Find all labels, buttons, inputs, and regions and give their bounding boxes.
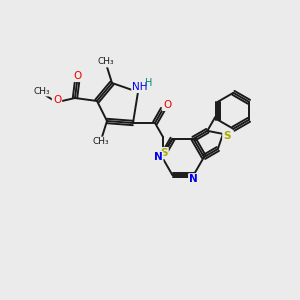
Text: O: O xyxy=(163,100,171,110)
Text: O: O xyxy=(53,95,61,105)
Text: CH₃: CH₃ xyxy=(34,86,50,95)
Text: NH: NH xyxy=(132,82,148,92)
Text: S: S xyxy=(223,131,231,141)
Text: N: N xyxy=(154,152,162,162)
Text: CH₃: CH₃ xyxy=(98,58,114,67)
Text: O: O xyxy=(74,71,82,81)
Text: S: S xyxy=(160,148,168,158)
Text: CH₃: CH₃ xyxy=(93,137,109,146)
Text: H: H xyxy=(145,78,153,88)
Text: N: N xyxy=(189,174,198,184)
